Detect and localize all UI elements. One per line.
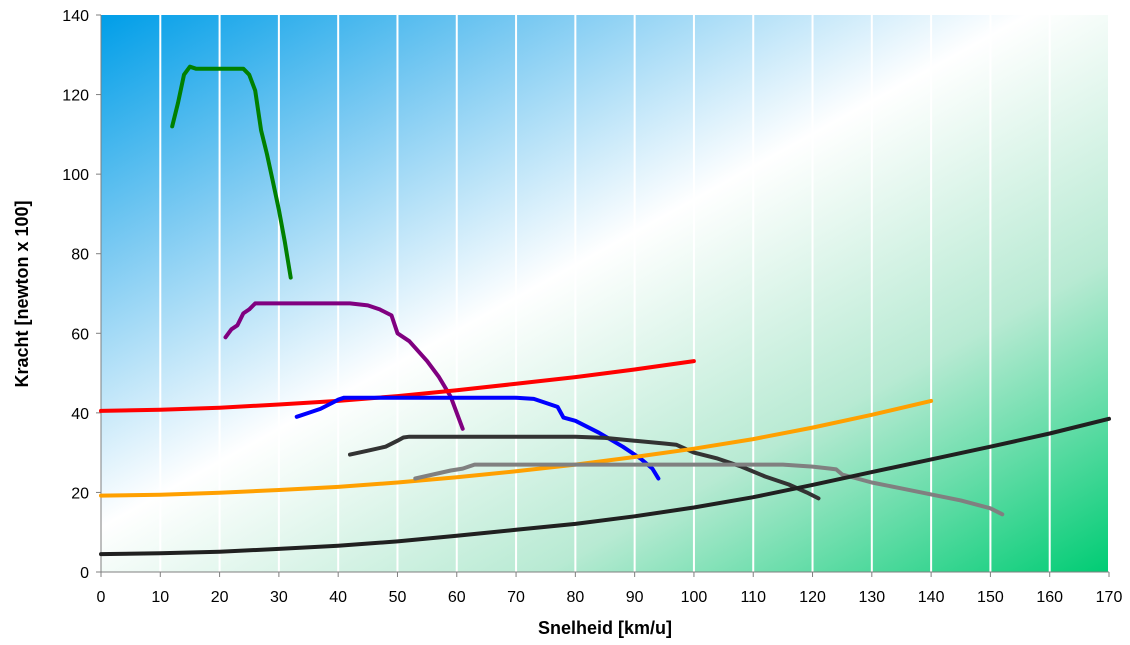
- x-tick-label: 90: [626, 589, 644, 606]
- x-tick-label: 120: [799, 589, 826, 606]
- x-tick-label: 40: [329, 589, 347, 606]
- x-tick-label: 0: [97, 589, 106, 606]
- series-lines: [99, 64, 1111, 557]
- series-line-7: [413, 462, 1005, 517]
- axes: 0 10 20 30 40 50 60 70 80 90 100 110 120 130 140 150 160…: [62, 8, 1122, 606]
- y-tick-label: 60: [71, 326, 89, 343]
- x-tick-label: 140: [918, 589, 945, 606]
- y-axis-title: Kracht [newton x 100]: [12, 200, 32, 387]
- y-tick-label: 40: [71, 406, 89, 423]
- x-tick-label: 100: [681, 589, 708, 606]
- x-tick-label: 160: [1036, 589, 1063, 606]
- series-line-2: [223, 301, 465, 431]
- series-line-1: [170, 64, 293, 280]
- y-tick-label: 100: [62, 167, 89, 184]
- x-tick-label: 130: [858, 589, 885, 606]
- grid-lines: [159, 15, 1110, 572]
- y-tick-label: 140: [62, 8, 89, 25]
- x-tick-label: 80: [566, 589, 584, 606]
- series-line-8: [99, 416, 1111, 557]
- x-tick-label: 150: [977, 589, 1004, 606]
- x-tick-label: 10: [151, 589, 169, 606]
- series-line-6: [99, 398, 934, 498]
- y-tick-label: 20: [71, 485, 89, 502]
- x-tick-label: 70: [507, 589, 525, 606]
- y-tick-label: 120: [62, 88, 89, 105]
- x-tick-label: 60: [448, 589, 466, 606]
- x-tick-label: 30: [270, 589, 288, 606]
- series-line-5: [348, 434, 821, 501]
- x-tick-label: 110: [740, 589, 766, 606]
- y-tick-label: 80: [71, 247, 89, 264]
- y-tick-label: 0: [80, 565, 89, 582]
- x-tick-label: 20: [211, 589, 229, 606]
- x-tick-label: 50: [389, 589, 407, 606]
- x-axis-title: Snelheid [km/u]: [538, 618, 672, 638]
- plot-background: [101, 15, 1109, 572]
- x-tick-label: 170: [1096, 589, 1123, 606]
